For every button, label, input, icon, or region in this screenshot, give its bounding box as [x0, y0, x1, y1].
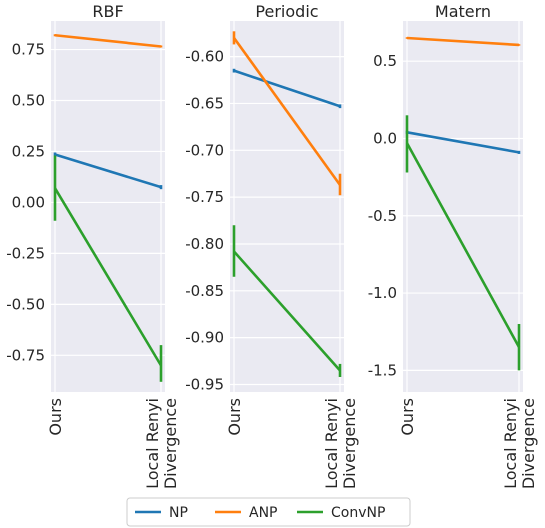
- x-tick-label: Local Renyi Divergence: [322, 398, 359, 489]
- series-line-anp: [232, 37, 342, 186]
- svg-text:Ours: Ours: [46, 398, 65, 436]
- panel-title: Matern: [435, 2, 491, 21]
- y-tick-label: -0.80: [185, 235, 224, 253]
- svg-text:Ours: Ours: [398, 398, 417, 436]
- series-line-np: [233, 69, 341, 108]
- y-tick-label: -0.5: [368, 207, 397, 225]
- panel-rbf: 0.75 0.50 0.25 0.00 -0.25 -0.50 -0.75 RBF Ours Lo…: [6, 2, 180, 489]
- panel-matern: 0.5 0.0 -0.5 -1.0 -1.5 Matern Ours Local Renyi D…: [368, 2, 538, 489]
- x-tick-label: Ours: [46, 398, 65, 436]
- legend: NP ANP ConvNP: [126, 497, 411, 527]
- y-tick-label: -0.90: [185, 329, 224, 347]
- y-tick-label: 0.75: [12, 41, 45, 59]
- x-tick-label: Local Renyi Divergence: [143, 398, 180, 489]
- y-tick-label: -0.50: [6, 295, 45, 313]
- series-line-convnp: [53, 187, 163, 367]
- legend-entry-convnp: ConvNP: [297, 505, 385, 521]
- y-tick-label: -0.75: [185, 188, 224, 206]
- y-tick-label: 0.00: [12, 193, 45, 211]
- y-tick-label: 0.5: [373, 52, 397, 70]
- series-line-convnp: [405, 142, 521, 348]
- series-line-convnp: [233, 250, 341, 372]
- y-tick-label: -1.5: [368, 361, 397, 379]
- svg-text:Local Renyi: Local Renyi: [143, 398, 162, 489]
- y-tick-label: 0.50: [12, 92, 45, 110]
- legend-entry-anp: ANP: [215, 505, 278, 521]
- y-tick-label: -0.65: [185, 94, 224, 112]
- y-tick-label: -0.85: [185, 282, 224, 300]
- svg-text:Divergence: Divergence: [519, 398, 538, 489]
- y-tick-label: -0.60: [185, 48, 224, 66]
- plot-area: [230, 21, 344, 392]
- plot-area: [51, 21, 165, 392]
- legend-label: NP: [169, 505, 188, 521]
- svg-text:Local Renyi: Local Renyi: [501, 398, 520, 489]
- panel-title: RBF: [92, 2, 123, 21]
- x-tick-label: Local Renyi Divergence: [501, 398, 538, 489]
- y-tick-label: -1.0: [368, 284, 397, 302]
- svg-text:Ours: Ours: [225, 398, 244, 436]
- x-tick-label: Ours: [225, 398, 244, 436]
- panel-periodic: -0.60 -0.65 -0.70 -0.75 -0.80 -0.85 -0.90 -0.95…: [185, 2, 359, 489]
- legend-entry-np: NP: [135, 505, 188, 521]
- plot-area: [403, 21, 523, 392]
- svg-text:Divergence: Divergence: [161, 398, 180, 489]
- legend-label: ANP: [249, 505, 278, 521]
- y-tick-label: -0.25: [6, 244, 45, 262]
- y-tick-label: -0.95: [185, 376, 224, 394]
- x-tick-label: Ours: [398, 398, 417, 436]
- series-line-anp: [54, 33, 162, 48]
- y-tick-label: 0.25: [12, 142, 45, 160]
- y-tick-label: -0.75: [6, 346, 45, 364]
- svg-text:Divergence: Divergence: [340, 398, 359, 489]
- svg-text:Local Renyi: Local Renyi: [322, 398, 341, 489]
- panel-title: Periodic: [255, 2, 318, 21]
- series-line-np: [406, 131, 520, 154]
- y-tick-label: -0.70: [185, 141, 224, 159]
- series-line-np: [54, 153, 162, 189]
- y-tick-label: 0.0: [373, 129, 397, 147]
- legend-box: [126, 497, 411, 527]
- series-line-anp: [406, 36, 520, 47]
- legend-label: ConvNP: [331, 505, 385, 521]
